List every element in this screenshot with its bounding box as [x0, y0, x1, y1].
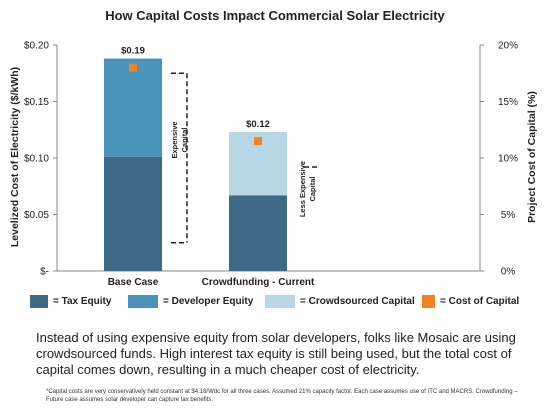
y2-tick-label: 15% [498, 97, 518, 108]
x-tick-label: Crowdfunding - Current [202, 277, 315, 288]
bar-total-label: $0.12 [246, 119, 270, 130]
bar-total-label: $0.19 [121, 46, 145, 57]
legend-label-cost-of-capital: = Cost of Capital [440, 296, 520, 307]
y-tick-label: $0.05 [24, 210, 49, 221]
chart-title: How Capital Costs Impact Commercial Sola… [105, 8, 445, 23]
x-tick-label: Base Case [108, 277, 159, 288]
annotation-label: Less ExpensiveCapital [298, 161, 317, 217]
y-tick-label: $- [40, 267, 49, 278]
y2-tick-label: 0% [501, 267, 516, 278]
legend-label-crowdsourced-capital: = Crowdsourced Capital [300, 296, 415, 307]
y2-axis-label: Project Cost of Capital (%) [526, 91, 538, 223]
legend-item-developer-equity: = Developer Equity [128, 295, 253, 308]
bar-segment-tax-equity [104, 156, 162, 271]
legend-item-crowdsourced-capital: = Crowdsourced Capital [265, 295, 415, 308]
annotation-label: ExpensiveCapital [170, 121, 189, 158]
legend-swatch-cost-of-capital [422, 295, 435, 308]
legend-item-tax-equity: = Tax Equity [30, 295, 111, 308]
legend-swatch-developer-equity [128, 295, 158, 308]
legend-label-tax-equity: = Tax Equity [53, 296, 112, 307]
cost-of-capital-marker [254, 137, 262, 146]
legend-swatch-tax-equity [30, 295, 48, 308]
chart: How Capital Costs Impact Commercial Sola… [9, 8, 538, 288]
bar-segment-tax-equity [229, 195, 287, 271]
y-tick-label: $0.15 [24, 97, 49, 108]
y-axis-label: Levelized Cost of Electricity ($/kWh) [9, 67, 21, 247]
legend: = Tax Equity = Developer Equity = Crowds… [30, 295, 530, 315]
y2-tick-label: 10% [498, 154, 518, 165]
legend-swatch-crowdsourced-capital [265, 295, 295, 308]
y-tick-label: $0.10 [24, 154, 49, 165]
footnote-text: *Capital costs are very conservatively h… [46, 389, 518, 403]
y2-tick-label: 5% [501, 210, 516, 221]
y-tick-label: $0.20 [24, 41, 49, 52]
legend-item-cost-of-capital: = Cost of Capital [422, 295, 519, 308]
cost-of-capital-marker [129, 63, 137, 72]
bar-segment-developer-equity [104, 58, 162, 157]
caption-text: Instead of using expensive equity from s… [36, 330, 516, 377]
legend-label-developer-equity: = Developer Equity [163, 296, 254, 307]
y2-tick-label: 20% [498, 41, 518, 52]
